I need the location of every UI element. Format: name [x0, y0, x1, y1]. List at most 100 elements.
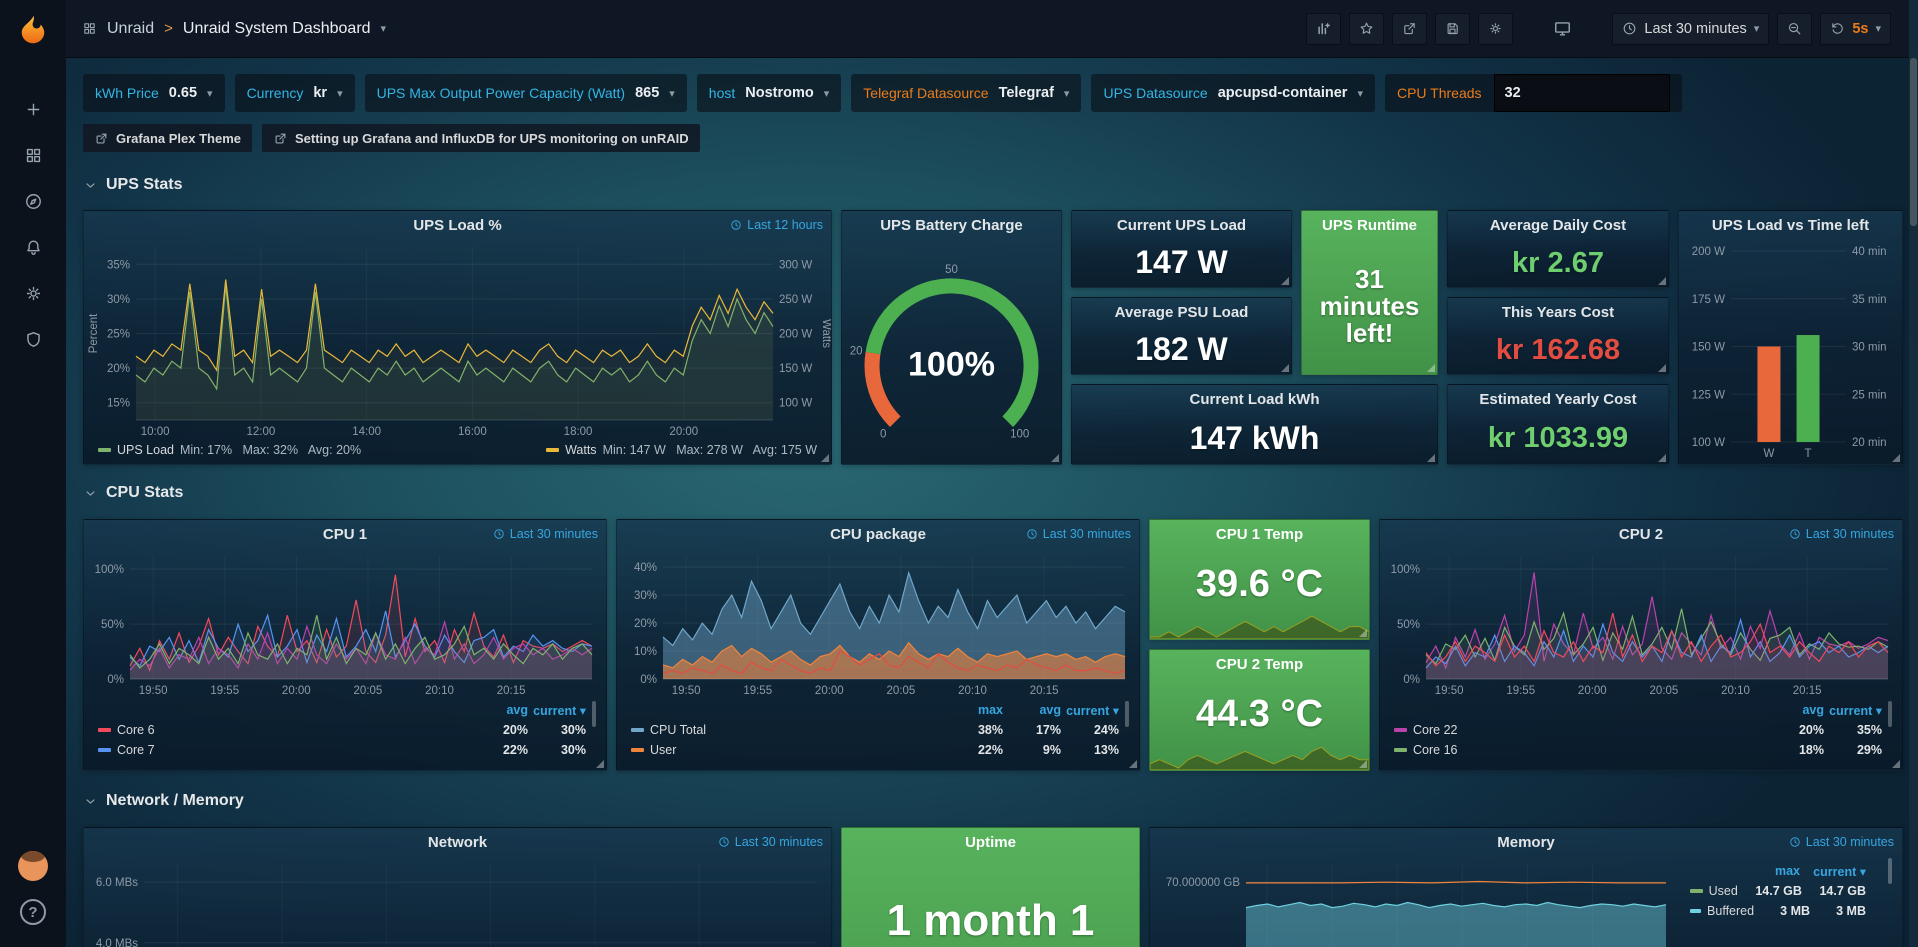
panel-header[interactable]: CPU 1 Last 30 minutes: [84, 520, 606, 548]
cpu1-chart[interactable]: 0%50%100%19:5019:5520:0020:0520:1020:15: [84, 548, 606, 699]
grafana-logo[interactable]: [0, 0, 66, 58]
cycle-view-button[interactable]: [1543, 13, 1582, 45]
panel-resize-handle[interactable]: [1359, 760, 1367, 768]
legend-sort-column[interactable]: current ▾: [1061, 703, 1119, 718]
legend-scrollbar[interactable]: [592, 701, 596, 727]
cpu-package-chart[interactable]: 0%10%20%30%40%19:5019:5520:0020:0520:102…: [617, 548, 1139, 699]
legend-row[interactable]: Used14.7 GB14.7 GB: [1686, 881, 1876, 901]
panel-title[interactable]: CPU package: [830, 526, 926, 543]
panel-title[interactable]: Uptime: [965, 834, 1016, 851]
panel-title[interactable]: UPS Load vs Time left: [1712, 217, 1869, 234]
legend-sort-column[interactable]: current ▾: [528, 703, 586, 718]
panel-title[interactable]: CPU 2 Temp: [1216, 656, 1303, 673]
legend-sort-column[interactable]: max: [1734, 864, 1800, 878]
panel-resize-handle[interactable]: [1892, 760, 1900, 768]
panel-title[interactable]: CPU 1 Temp: [1216, 526, 1303, 543]
network-chart[interactable]: 2.0 MBs4.0 MBs6.0 MBs19:5019:5520:0020:0…: [84, 856, 831, 947]
panel-header[interactable]: CPU 1 Temp: [1150, 520, 1369, 548]
panel-header[interactable]: UPS Load % Last 12 hours: [84, 211, 831, 239]
panel-title[interactable]: Estimated Yearly Cost: [1479, 391, 1636, 408]
legend-row[interactable]: Core 2220%35%: [1390, 720, 1892, 740]
section-ups-stats[interactable]: UPS Stats: [83, 176, 182, 194]
legend-sort-column[interactable]: avg: [1003, 703, 1061, 717]
memory-chart[interactable]: 50.000000 GB60.000000 GB70.000000 GB19:5…: [1150, 856, 1676, 947]
panel-resize-handle[interactable]: [1281, 364, 1289, 372]
legend-item[interactable]: WattsMin: 147 W Max: 278 W Avg: 175 W: [546, 443, 817, 457]
cpu2-chart[interactable]: 0%50%100%19:5019:5520:0020:0520:1020:15: [1380, 548, 1902, 699]
panel-header[interactable]: UPS Load vs Time left: [1679, 211, 1902, 239]
panel-header[interactable]: CPU 2 Last 30 minutes: [1380, 520, 1902, 548]
legend-scrollbar[interactable]: [1888, 858, 1892, 884]
legend-row[interactable]: Buffered3 MB3 MB: [1686, 901, 1876, 921]
ups-load-vs-time-chart[interactable]: 200 W40 min175 W35 min150 W30 min125 W25…: [1679, 239, 1902, 464]
legend-sort-column[interactable]: avg: [470, 703, 528, 717]
time-range-button[interactable]: Last 30 minutes ▾: [1612, 13, 1769, 45]
panel-resize-handle[interactable]: [1281, 277, 1289, 285]
panel-title[interactable]: UPS Runtime: [1322, 217, 1417, 234]
panel-resize-handle[interactable]: [1658, 277, 1666, 285]
legend-row[interactable]: CPU Total38%17%24%: [627, 720, 1129, 740]
section-network-memory[interactable]: Network / Memory: [83, 792, 244, 810]
battery-gauge[interactable]: 02050100100%: [842, 239, 1061, 464]
page-scrollbar[interactable]: [1909, 0, 1918, 947]
panel-header[interactable]: Estimated Yearly Cost: [1448, 385, 1668, 413]
panel-resize-handle[interactable]: [1129, 760, 1137, 768]
ups-load-chart[interactable]: 15%20%25%30%35%100 W150 W200 W250 W300 W…: [84, 239, 831, 440]
legend-row[interactable]: User22%9%13%: [627, 740, 1129, 760]
variable-telegraf-datasource[interactable]: Telegraf Datasource Telegraf ▾: [851, 74, 1081, 112]
link-ups-monitoring-guide[interactable]: Setting up Grafana and InfluxDB for UPS …: [262, 124, 700, 152]
refresh-button[interactable]: 5s ▾: [1820, 13, 1891, 45]
panel-resize-handle[interactable]: [1658, 454, 1666, 462]
panel-title[interactable]: Network: [428, 834, 487, 851]
panel-header[interactable]: Network Last 30 minutes: [84, 828, 831, 856]
panel-header[interactable]: CPU 2 Temp: [1150, 650, 1369, 678]
sidebar-item-profile[interactable]: [0, 843, 66, 889]
panel-header[interactable]: CPU package Last 30 minutes: [617, 520, 1139, 548]
panel-resize-handle[interactable]: [596, 760, 604, 768]
panel-header[interactable]: UPS Runtime: [1302, 211, 1437, 239]
variable-kwh-price[interactable]: kWh Price 0.65 ▾: [83, 74, 225, 112]
legend-scrollbar[interactable]: [1888, 701, 1892, 727]
panel-title[interactable]: Average Daily Cost: [1490, 217, 1626, 234]
cpu-threads-input[interactable]: [1494, 74, 1670, 112]
panel-resize-handle[interactable]: [1427, 364, 1435, 372]
panel-resize-handle[interactable]: [1427, 454, 1435, 462]
dashboard-settings-button[interactable]: [1478, 13, 1513, 45]
panel-header[interactable]: This Years Cost: [1448, 298, 1668, 326]
legend-row[interactable]: Core 620%30%: [94, 720, 596, 740]
legend-sort-column[interactable]: avg: [1766, 703, 1824, 717]
panel-header[interactable]: UPS Battery Charge: [842, 211, 1061, 239]
section-cpu-stats[interactable]: CPU Stats: [83, 484, 183, 502]
zoom-out-button[interactable]: [1777, 13, 1812, 45]
save-button[interactable]: [1435, 13, 1470, 45]
legend-row[interactable]: Core 722%30%: [94, 740, 596, 760]
sidebar-item-server-admin[interactable]: [0, 316, 66, 362]
panel-header[interactable]: Memory Last 30 minutes: [1150, 828, 1902, 856]
variable-host[interactable]: host Nostromo ▾: [697, 74, 841, 112]
sidebar-item-help[interactable]: ?: [0, 889, 66, 935]
variable-currency[interactable]: Currency kr ▾: [235, 74, 355, 112]
sidebar-item-explore[interactable]: [0, 178, 66, 224]
panel-header[interactable]: Current Load kWh: [1072, 385, 1437, 413]
share-button[interactable]: [1392, 13, 1427, 45]
panel-title[interactable]: Memory: [1497, 834, 1555, 851]
sidebar-item-alerting[interactable]: [0, 224, 66, 270]
panel-resize-handle[interactable]: [1359, 629, 1367, 637]
panel-header[interactable]: Uptime: [842, 828, 1139, 856]
sidebar-item-create[interactable]: [0, 86, 66, 132]
panel-header[interactable]: Current UPS Load: [1072, 211, 1291, 239]
panel-title[interactable]: This Years Cost: [1502, 304, 1614, 321]
legend-sort-column[interactable]: max: [945, 703, 1003, 717]
link-grafana-plex-theme[interactable]: Grafana Plex Theme: [83, 124, 252, 152]
add-panel-button[interactable]: [1306, 13, 1341, 45]
sidebar-item-dashboards[interactable]: [0, 132, 66, 178]
legend-row[interactable]: Core 1618%29%: [1390, 740, 1892, 760]
panel-resize-handle[interactable]: [821, 454, 829, 462]
sidebar-item-configuration[interactable]: [0, 270, 66, 316]
star-button[interactable]: [1349, 13, 1384, 45]
panel-title[interactable]: CPU 2: [1619, 526, 1663, 543]
chevron-down-icon[interactable]: ▾: [381, 22, 387, 35]
panel-resize-handle[interactable]: [1658, 364, 1666, 372]
legend-item[interactable]: UPS LoadMin: 17% Max: 32% Avg: 20%: [98, 443, 361, 457]
panel-header[interactable]: Average PSU Load: [1072, 298, 1291, 326]
